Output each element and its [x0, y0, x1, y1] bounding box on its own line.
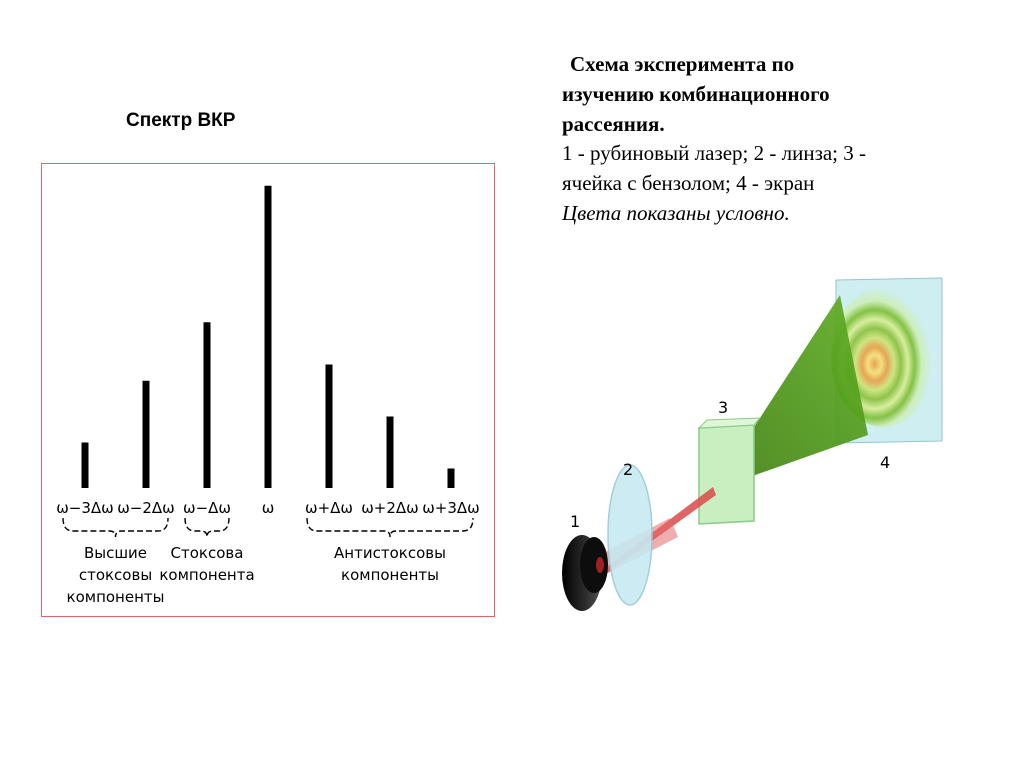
caption-heading-line-3: рассеяния. [562, 111, 665, 136]
experiment-scheme: 1 2 3 4 [562, 277, 943, 611]
spectrum-bar-4 [325, 364, 333, 488]
label-screen: 4 [880, 453, 890, 472]
spectrum-tick-label-0: ω−3Δω [56, 499, 114, 517]
spectrum-group-labels: Высшие стоксовы компоненты Стоксова компонен… [67, 544, 446, 606]
spectrum-bar-0 [81, 442, 89, 488]
lens [607, 464, 653, 606]
spectrum-tick-label-2: ω−Δω [183, 499, 231, 517]
caption-note: Цвета показаны условно. [562, 201, 790, 226]
spectrum-tick-label-1: ω−2Δω [117, 499, 175, 517]
label-lens: 2 [623, 460, 633, 479]
spectrum-tick-label-3: ω [262, 499, 275, 517]
spectrum-tick-labels: ω−3Δω ω−2Δω ω−Δω ω ω+Δω ω+2Δω ω+3Δω [56, 499, 480, 517]
benzene-cell-top [697, 417, 762, 429]
spectrum-title: Спектр ВКР [126, 110, 236, 131]
spectrum-group-label-0-0: Высшие [84, 544, 147, 562]
caption-heading-line-1: Схема эксперимента по [570, 52, 795, 76]
spectrum-group-label-2-1: компоненты [341, 566, 439, 584]
spectrum-group-label-1-0: Стоксова [171, 544, 244, 562]
raman-spectrum-chart: ω−3Δω ω−2Δω ω−Δω ω ω+Δω ω+2Δω ω+3Δω Высшие сток… [56, 185, 480, 606]
spectrum-group-bracket-2 [306, 517, 474, 538]
scheme-caption: Схема эксперимента по изучению комбинаци… [562, 50, 1002, 229]
spectrum-group-label-0-2: компоненты [67, 588, 165, 606]
spectrum-tick-label-4: ω+Δω [305, 499, 353, 517]
laser-aperture [596, 557, 604, 573]
caption-heading-line-2: изучению комбинационного [562, 81, 830, 106]
spectrum-group-label-2-0: Антистоксовы [334, 544, 446, 562]
spectrum-group-label-0-1: стоксовы [79, 566, 152, 584]
spectrum-tick-label-6: ω+3Δω [422, 499, 480, 517]
spectrum-bars [81, 185, 455, 488]
spectrum-tick-label-5: ω+2Δω [361, 499, 419, 517]
spectrum-group-label-1-1: компонента [159, 566, 254, 584]
spectrum-group-brackets [62, 517, 474, 538]
spectrum-bar-1 [142, 380, 150, 488]
laser-face [580, 537, 608, 593]
spectrum-frame [41, 163, 495, 617]
spectrum-bar-5 [386, 416, 394, 488]
spectrum-group-bracket-1 [184, 517, 230, 538]
label-laser: 1 [570, 512, 580, 531]
caption-legend-line-1: 1 - рубиновый лазер; 2 - линза; 3 - [562, 141, 867, 166]
benzene-cell [698, 424, 755, 525]
spectrum-bar-2 [203, 322, 211, 488]
spectrum-bar-3 [264, 185, 272, 488]
spectrum-group-bracket-0 [62, 517, 169, 538]
caption-legend-line-2: ячейка с бензолом; 4 - экран [562, 171, 815, 196]
label-cell: 3 [718, 398, 728, 417]
spectrum-bar-6 [447, 468, 455, 488]
